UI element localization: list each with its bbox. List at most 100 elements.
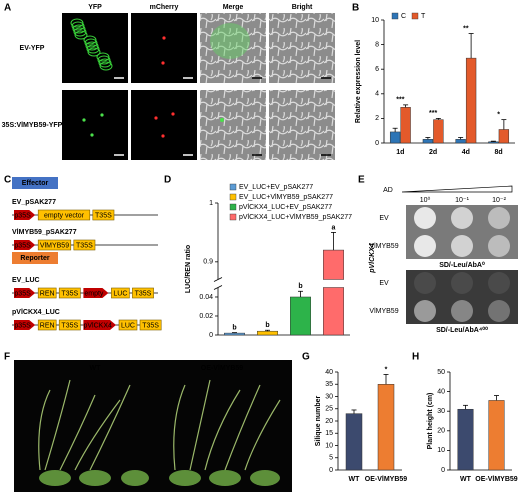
bar (345, 413, 363, 471)
part-label: empty vector (44, 212, 85, 219)
yfp-signal (98, 58, 112, 68)
column-header: Merge (223, 4, 244, 11)
mcherry-dot (154, 116, 158, 120)
gene-box (139, 319, 162, 331)
gene-box (73, 239, 96, 251)
yfp-signal (86, 44, 100, 54)
micrograph (200, 13, 266, 83)
y-tick-label: 5 (329, 455, 333, 462)
group-box (12, 177, 58, 189)
part-label: T35S (135, 290, 152, 297)
gene-box (132, 287, 154, 299)
yfp-signal (71, 21, 85, 31)
y-tick-label: 0.9 (203, 259, 213, 266)
micrograph (269, 90, 335, 160)
construct-name: EV_LUC (12, 277, 40, 284)
part-label: T35S (61, 290, 78, 297)
y-tick-label: 6 (375, 66, 379, 73)
legend-label: pVlCKX4_LUC+VlMYB59_pSAK277 (239, 214, 352, 221)
part-label: p35S (14, 290, 31, 297)
legend-swatch (391, 12, 399, 20)
row-label: 35S:VlMYB59-YFP (2, 122, 63, 129)
panel-label: A (4, 3, 11, 14)
part-label: VlMYB59 (40, 242, 69, 249)
bar (488, 141, 499, 144)
y-tick-label: 20 (437, 428, 445, 435)
legend-label: pVlCKX4_LUC+EV_pSAK277 (239, 204, 332, 211)
colony-spot (451, 300, 473, 322)
part-label: p35S (14, 242, 31, 249)
significance-label: b (265, 322, 269, 329)
part-label: REN (40, 290, 55, 297)
bar (323, 249, 344, 280)
y-tick-label: 30 (437, 408, 445, 415)
y-tick-label: 30 (325, 393, 333, 400)
axis-break (213, 285, 223, 290)
micrograph (62, 90, 128, 160)
colony-spot (414, 235, 436, 257)
legend-label: EV_LUC+VlMYB59_pSAK277 (239, 194, 333, 201)
y-tick-label: 8 (375, 41, 379, 48)
panel-label: B (352, 3, 359, 14)
rosettes (39, 470, 280, 486)
yfp-signal (84, 38, 98, 48)
panel-label: D (164, 175, 171, 186)
gene-box (111, 287, 130, 299)
bar (457, 408, 474, 471)
dilution-label: 10⁰ (420, 196, 431, 204)
yfp-dot (82, 118, 86, 122)
strain-label: EV (379, 215, 389, 222)
axis-break (213, 277, 223, 282)
group-box (12, 252, 58, 264)
dilution-wedge (401, 185, 513, 193)
y-tick-label: 35 (325, 381, 333, 388)
y-tick-label: 10 (437, 447, 445, 454)
significance-label: * (497, 111, 500, 118)
bar (257, 330, 278, 336)
significance-label: a (332, 224, 336, 231)
part-label: T35S (95, 212, 112, 219)
colony-spot (451, 235, 473, 257)
significance-label: *** (396, 97, 404, 104)
mcherry-dot (162, 36, 166, 40)
colony-spot (488, 272, 510, 294)
legend-label: T (421, 13, 426, 20)
significance-label: b (232, 324, 236, 331)
medium-label: SD/-Leu/AbA⁴⁰⁰ (436, 326, 488, 334)
construct-name: EV_pSAK277 (12, 199, 56, 206)
yfp-signal (83, 35, 97, 45)
yfp-signal (73, 27, 87, 37)
bar (377, 384, 395, 471)
y-tick-label: 4 (375, 91, 379, 98)
y-tick-label: 1 (209, 200, 213, 207)
mcherry-dot (171, 112, 175, 116)
gene-box (92, 209, 115, 221)
mcherry-dot (161, 134, 165, 138)
colony-spot (414, 300, 436, 322)
x-tick-label: OE-VlMYB59 (475, 476, 518, 483)
bar (422, 139, 434, 144)
ad-label: AD (383, 187, 393, 194)
gene-box (37, 239, 72, 251)
gene-box (58, 287, 81, 299)
y-tick-label: 25 (325, 406, 333, 413)
colony-spot (488, 207, 510, 229)
bar (455, 139, 466, 144)
x-tick-label: 4d (462, 149, 470, 156)
yfp-signal (70, 18, 84, 28)
panel-label: H (412, 352, 419, 363)
colony-spot (488, 235, 510, 257)
group-label: Reporter (20, 255, 49, 262)
column-header: Bright (292, 4, 313, 11)
y-axis-label: LUC/REN ratio (185, 245, 192, 293)
y-tick-label: 0 (375, 140, 379, 147)
x-tick-label: OE-VlMYB59 (365, 476, 408, 483)
gene-box (37, 319, 57, 331)
promoter-label: pVlCKX4 (369, 243, 376, 274)
part-label: LUC (113, 290, 127, 297)
promoter-arrow (14, 288, 36, 298)
dilution-label: 10⁻¹ (455, 197, 469, 204)
colony-spot (451, 272, 473, 294)
legend-swatch (229, 183, 237, 191)
yfp-signal (97, 55, 111, 65)
